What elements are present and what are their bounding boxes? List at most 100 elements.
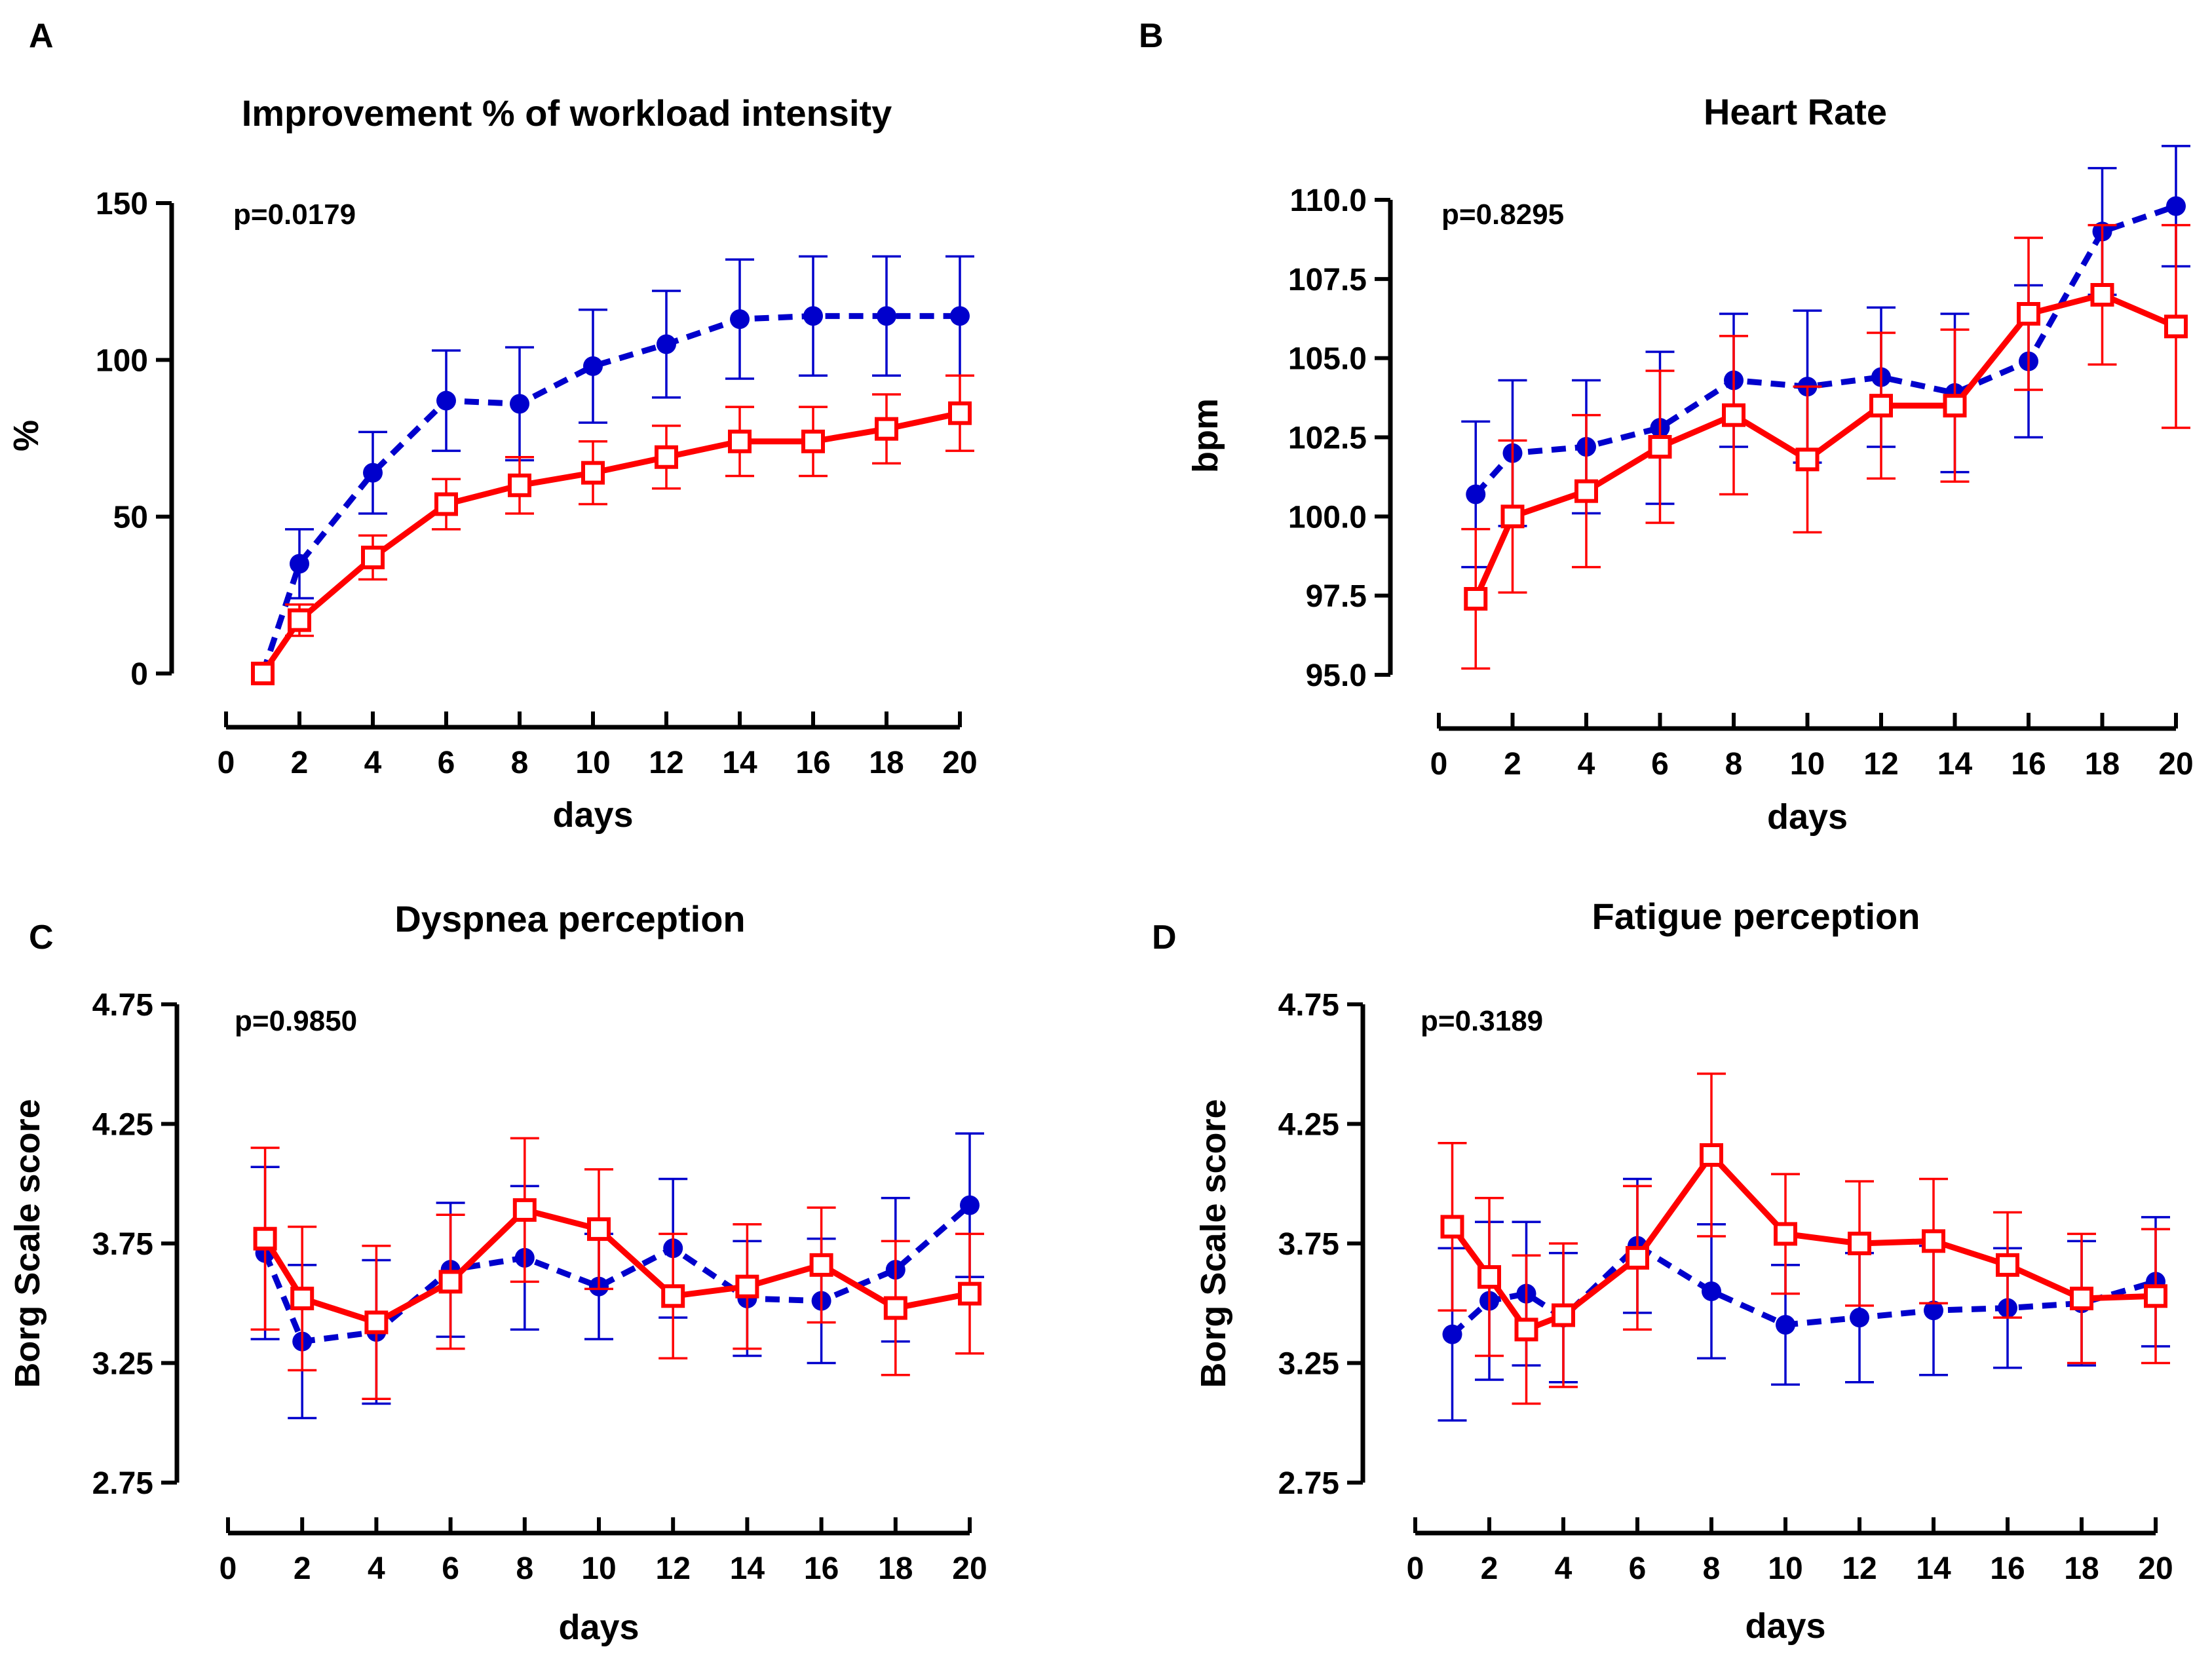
x-tick-label: 2: [294, 1551, 311, 1586]
y-tick-label: 100: [96, 343, 148, 378]
x-tick-label: 16: [804, 1551, 839, 1586]
data-point: [1552, 1303, 1575, 1327]
y-tick-label: 3.75: [1278, 1227, 1339, 1262]
series-line: [262, 1203, 972, 1345]
data-point: [2017, 302, 2040, 326]
panel-c: C Dyspnea perception p=0.9850 2.75 3.25 3.75…: [8, 898, 987, 1647]
data-point: [510, 394, 529, 414]
y-tick-label: 95.0: [1306, 658, 1367, 693]
data-point: [1774, 1222, 1797, 1246]
data-point: [1943, 394, 1967, 418]
y-tick-label: 2.75: [92, 1466, 153, 1501]
panel-letter: A: [29, 17, 54, 55]
y-tick-label: 102.5: [1288, 421, 1367, 456]
y-tick-label: 3.25: [92, 1347, 153, 1382]
y-tick-label: 150: [96, 187, 148, 221]
data-point: [583, 356, 603, 376]
data-point: [655, 445, 678, 469]
data-point: [803, 306, 823, 326]
x-tick-label: 14: [730, 1551, 765, 1586]
data-point: [657, 334, 676, 354]
x-tick-label: 2: [1481, 1551, 1498, 1586]
data-point: [1848, 1232, 1871, 1255]
x-tick-label: 6: [1651, 747, 1669, 782]
x-tick-label: 18: [2064, 1551, 2099, 1586]
data-point: [1478, 1265, 1501, 1289]
y-tick-label: 110.0: [1290, 183, 1367, 218]
x-tick-label: 12: [1863, 747, 1898, 782]
data-point: [1648, 435, 1672, 459]
x-tick-label: 8: [516, 1551, 533, 1586]
x-tick-label: 4: [1578, 747, 1595, 782]
y-tick-label: 100.0: [1288, 500, 1367, 535]
data-point: [1626, 1245, 1649, 1270]
data-point: [2070, 1286, 2093, 1310]
data-point: [1996, 1253, 2019, 1277]
data-point: [290, 1286, 315, 1310]
x-axis-label: days: [1745, 1606, 1825, 1646]
x-tick-label: 20: [2138, 1551, 2173, 1586]
series-line: [260, 410, 961, 675]
x-tick-label: 4: [364, 746, 382, 780]
series-blue: [1438, 1177, 2170, 1422]
data-point: [950, 306, 970, 326]
data-point: [730, 309, 750, 330]
data-point: [512, 1198, 537, 1222]
p-value-annotation: p=0.0179: [233, 199, 356, 231]
series-red: [1438, 1072, 2170, 1405]
y-tick-label: 4.75: [1278, 988, 1339, 1023]
data-point: [1440, 1215, 1464, 1239]
y-tick-label: 107.5: [1288, 263, 1367, 297]
chart-title: Heart Rate: [1704, 91, 1887, 132]
data-point: [434, 492, 458, 516]
y-tick-label: 3.75: [92, 1227, 153, 1262]
panel-b: B Heart Rate p=0.8295 95.0 97.5 100.0 102.5 10…: [1139, 17, 2194, 837]
x-tick-label: 8: [1725, 747, 1743, 782]
y-tick-label: 50: [113, 501, 148, 535]
p-value-annotation: p=0.3189: [1421, 1005, 1543, 1037]
series-line: [262, 1207, 970, 1325]
series-line: [259, 313, 960, 675]
data-point: [436, 390, 456, 411]
x-tick-label: 4: [1555, 1551, 1573, 1586]
data-point: [1514, 1317, 1538, 1342]
x-tick-label: 12: [1842, 1551, 1877, 1586]
data-point: [1776, 1315, 1795, 1335]
panel-d: D Fatigue perception p=0.3189 2.75 3.25 3.75…: [1152, 896, 2173, 1646]
data-point: [2090, 283, 2114, 307]
x-tick-label: 0: [218, 746, 235, 780]
data-point: [877, 306, 896, 326]
y-axis-label: bpm: [1186, 398, 1225, 473]
data-point: [1924, 1300, 1943, 1321]
x-tick-label: 20: [942, 746, 977, 780]
y-axis-label: %: [7, 420, 46, 451]
p-value-annotation: p=0.8295: [1441, 199, 1564, 231]
y-tick-label: 105.0: [1288, 342, 1367, 377]
x-tick-label: 18: [869, 746, 904, 780]
data-point: [1574, 479, 1598, 503]
x-tick-label: 20: [2158, 747, 2193, 782]
series-blue: [1461, 145, 2190, 569]
series-red: [1461, 223, 2190, 670]
y-tick-label: 0: [130, 657, 148, 692]
data-point: [801, 429, 825, 453]
y-tick-label: 4.25: [1278, 1108, 1339, 1143]
x-tick-label: 18: [2085, 747, 2120, 782]
x-tick-label: 20: [952, 1551, 987, 1586]
x-tick-label: 10: [581, 1551, 616, 1586]
panel-letter: C: [29, 919, 54, 957]
x-tick-label: 16: [1990, 1551, 2025, 1586]
y-tick-label: 97.5: [1306, 579, 1367, 614]
x-tick-label: 14: [1937, 747, 1973, 782]
x-axis-label: days: [552, 795, 633, 835]
y-tick-label: 4.75: [92, 988, 153, 1023]
data-point: [1869, 394, 1893, 418]
data-point: [587, 1217, 611, 1242]
x-tick-label: 14: [722, 746, 757, 780]
panel-a: A Improvement % of workload intensity p=0…: [7, 17, 978, 835]
panel-letter: D: [1152, 919, 1177, 957]
data-point: [1700, 1143, 1723, 1167]
x-tick-label: 2: [1504, 747, 1521, 782]
x-tick-label: 6: [442, 1551, 459, 1586]
